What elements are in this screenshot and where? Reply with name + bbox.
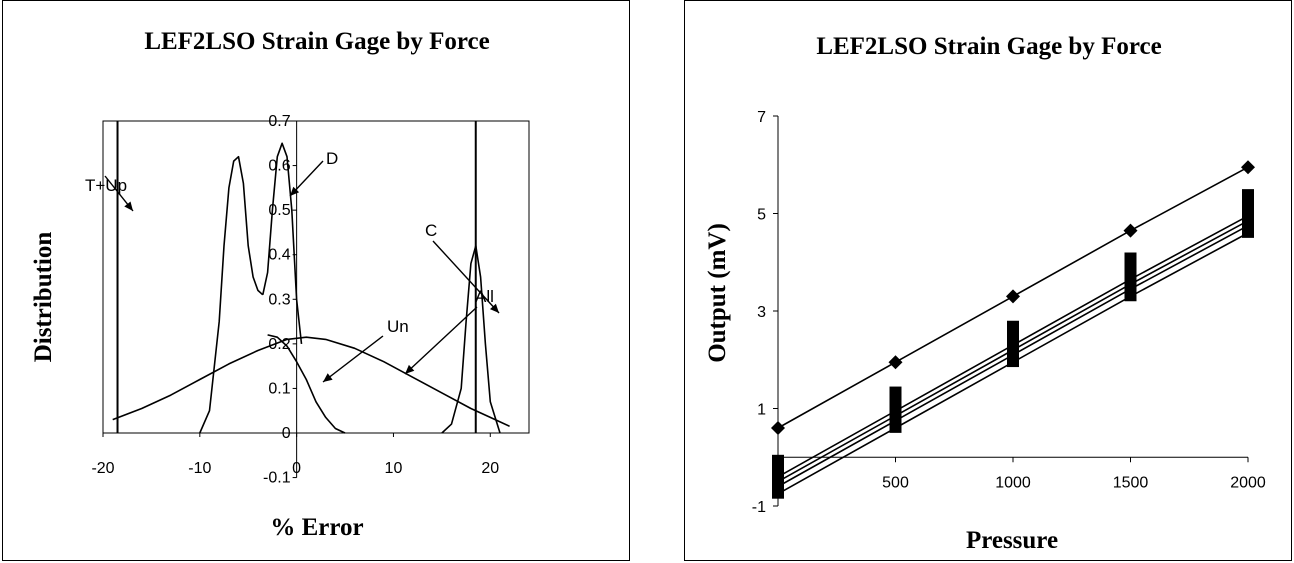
annotation-arrowhead (124, 201, 133, 211)
diamond-marker (888, 355, 903, 370)
x-tick-label: 20 (481, 460, 499, 477)
y-axis-title: Output (mV) (704, 223, 731, 363)
x-tick-label: -10 (188, 460, 211, 477)
chart-panel-right: LEF2LSO Strain Gage by Force Pressure Ou… (684, 0, 1292, 561)
x-tick-label: 1500 (1113, 474, 1149, 491)
chart-title: LEF2LSO Strain Gage by Force (144, 28, 489, 55)
diamond-marker (1006, 289, 1020, 304)
series-line-un (267, 334, 346, 434)
y-tick-label: 0.5 (268, 202, 290, 219)
y-tick-label: -0.1 (263, 470, 291, 487)
square-marker-stack (1007, 320, 1019, 368)
annotation-arrowhead (405, 364, 415, 374)
square-marker-stack (772, 454, 784, 499)
y-tick-label: 0.1 (268, 380, 290, 397)
y-tick-label: 3 (757, 304, 766, 321)
y-tick-label: 7 (757, 109, 766, 126)
diamond-marker (771, 421, 785, 435)
pressure-output-chart: LEF2LSO Strain Gage by Force Pressure Ou… (704, 33, 1266, 554)
series-line-d (262, 142, 303, 344)
y-tick-label: 1 (757, 402, 766, 419)
annotation-label: C (425, 221, 437, 240)
y-axis-title: Distribution (30, 232, 57, 363)
x-axis-title: Pressure (966, 527, 1058, 554)
y-tick-label: 0 (282, 425, 291, 442)
annotation-label: T+Up (85, 176, 127, 195)
diamond-marker (1241, 160, 1255, 175)
annotation-arrowhead (290, 186, 300, 196)
annotation-arrow (432, 240, 500, 314)
annotation-arrow (404, 306, 478, 375)
y-tick-label: 0.6 (268, 158, 290, 175)
y-tick-label: 0.7 (268, 113, 290, 130)
x-tick-label: 2000 (1230, 474, 1266, 491)
chart-panel-left: LEF2LSO Strain Gage by Force % Error Dis… (2, 0, 630, 561)
chart-title: LEF2LSO Strain Gage by Force (816, 33, 1161, 60)
square-marker-stack (889, 386, 902, 433)
y-tick-label: 0.3 (268, 291, 290, 308)
diamond-marker (1123, 223, 1138, 238)
square-marker-stack (1242, 189, 1254, 238)
x-tick-label: -20 (91, 460, 114, 477)
x-tick-label: 1000 (995, 474, 1031, 491)
x-tick-label: 0 (292, 460, 301, 477)
x-tick-label: 10 (385, 460, 403, 477)
y-tick-label: -1 (752, 499, 766, 516)
annotation-arrow (322, 335, 384, 383)
series-line-c (441, 245, 501, 434)
annotation-arrowhead (490, 303, 499, 313)
annotation-label: D (326, 149, 338, 168)
annotation-arrowhead (323, 373, 333, 382)
square-marker-stack (1124, 252, 1137, 302)
x-tick-label: 500 (882, 474, 909, 491)
y-tick-label: 0.4 (268, 247, 290, 264)
series-line-all (112, 336, 510, 428)
error-distribution-chart: LEF2LSO Strain Gage by Force % Error Dis… (30, 28, 530, 541)
annotation-label: Un (387, 317, 409, 336)
series-line-t-up (199, 155, 264, 434)
y-tick-label: 5 (757, 207, 766, 224)
x-axis-title: % Error (270, 514, 363, 541)
